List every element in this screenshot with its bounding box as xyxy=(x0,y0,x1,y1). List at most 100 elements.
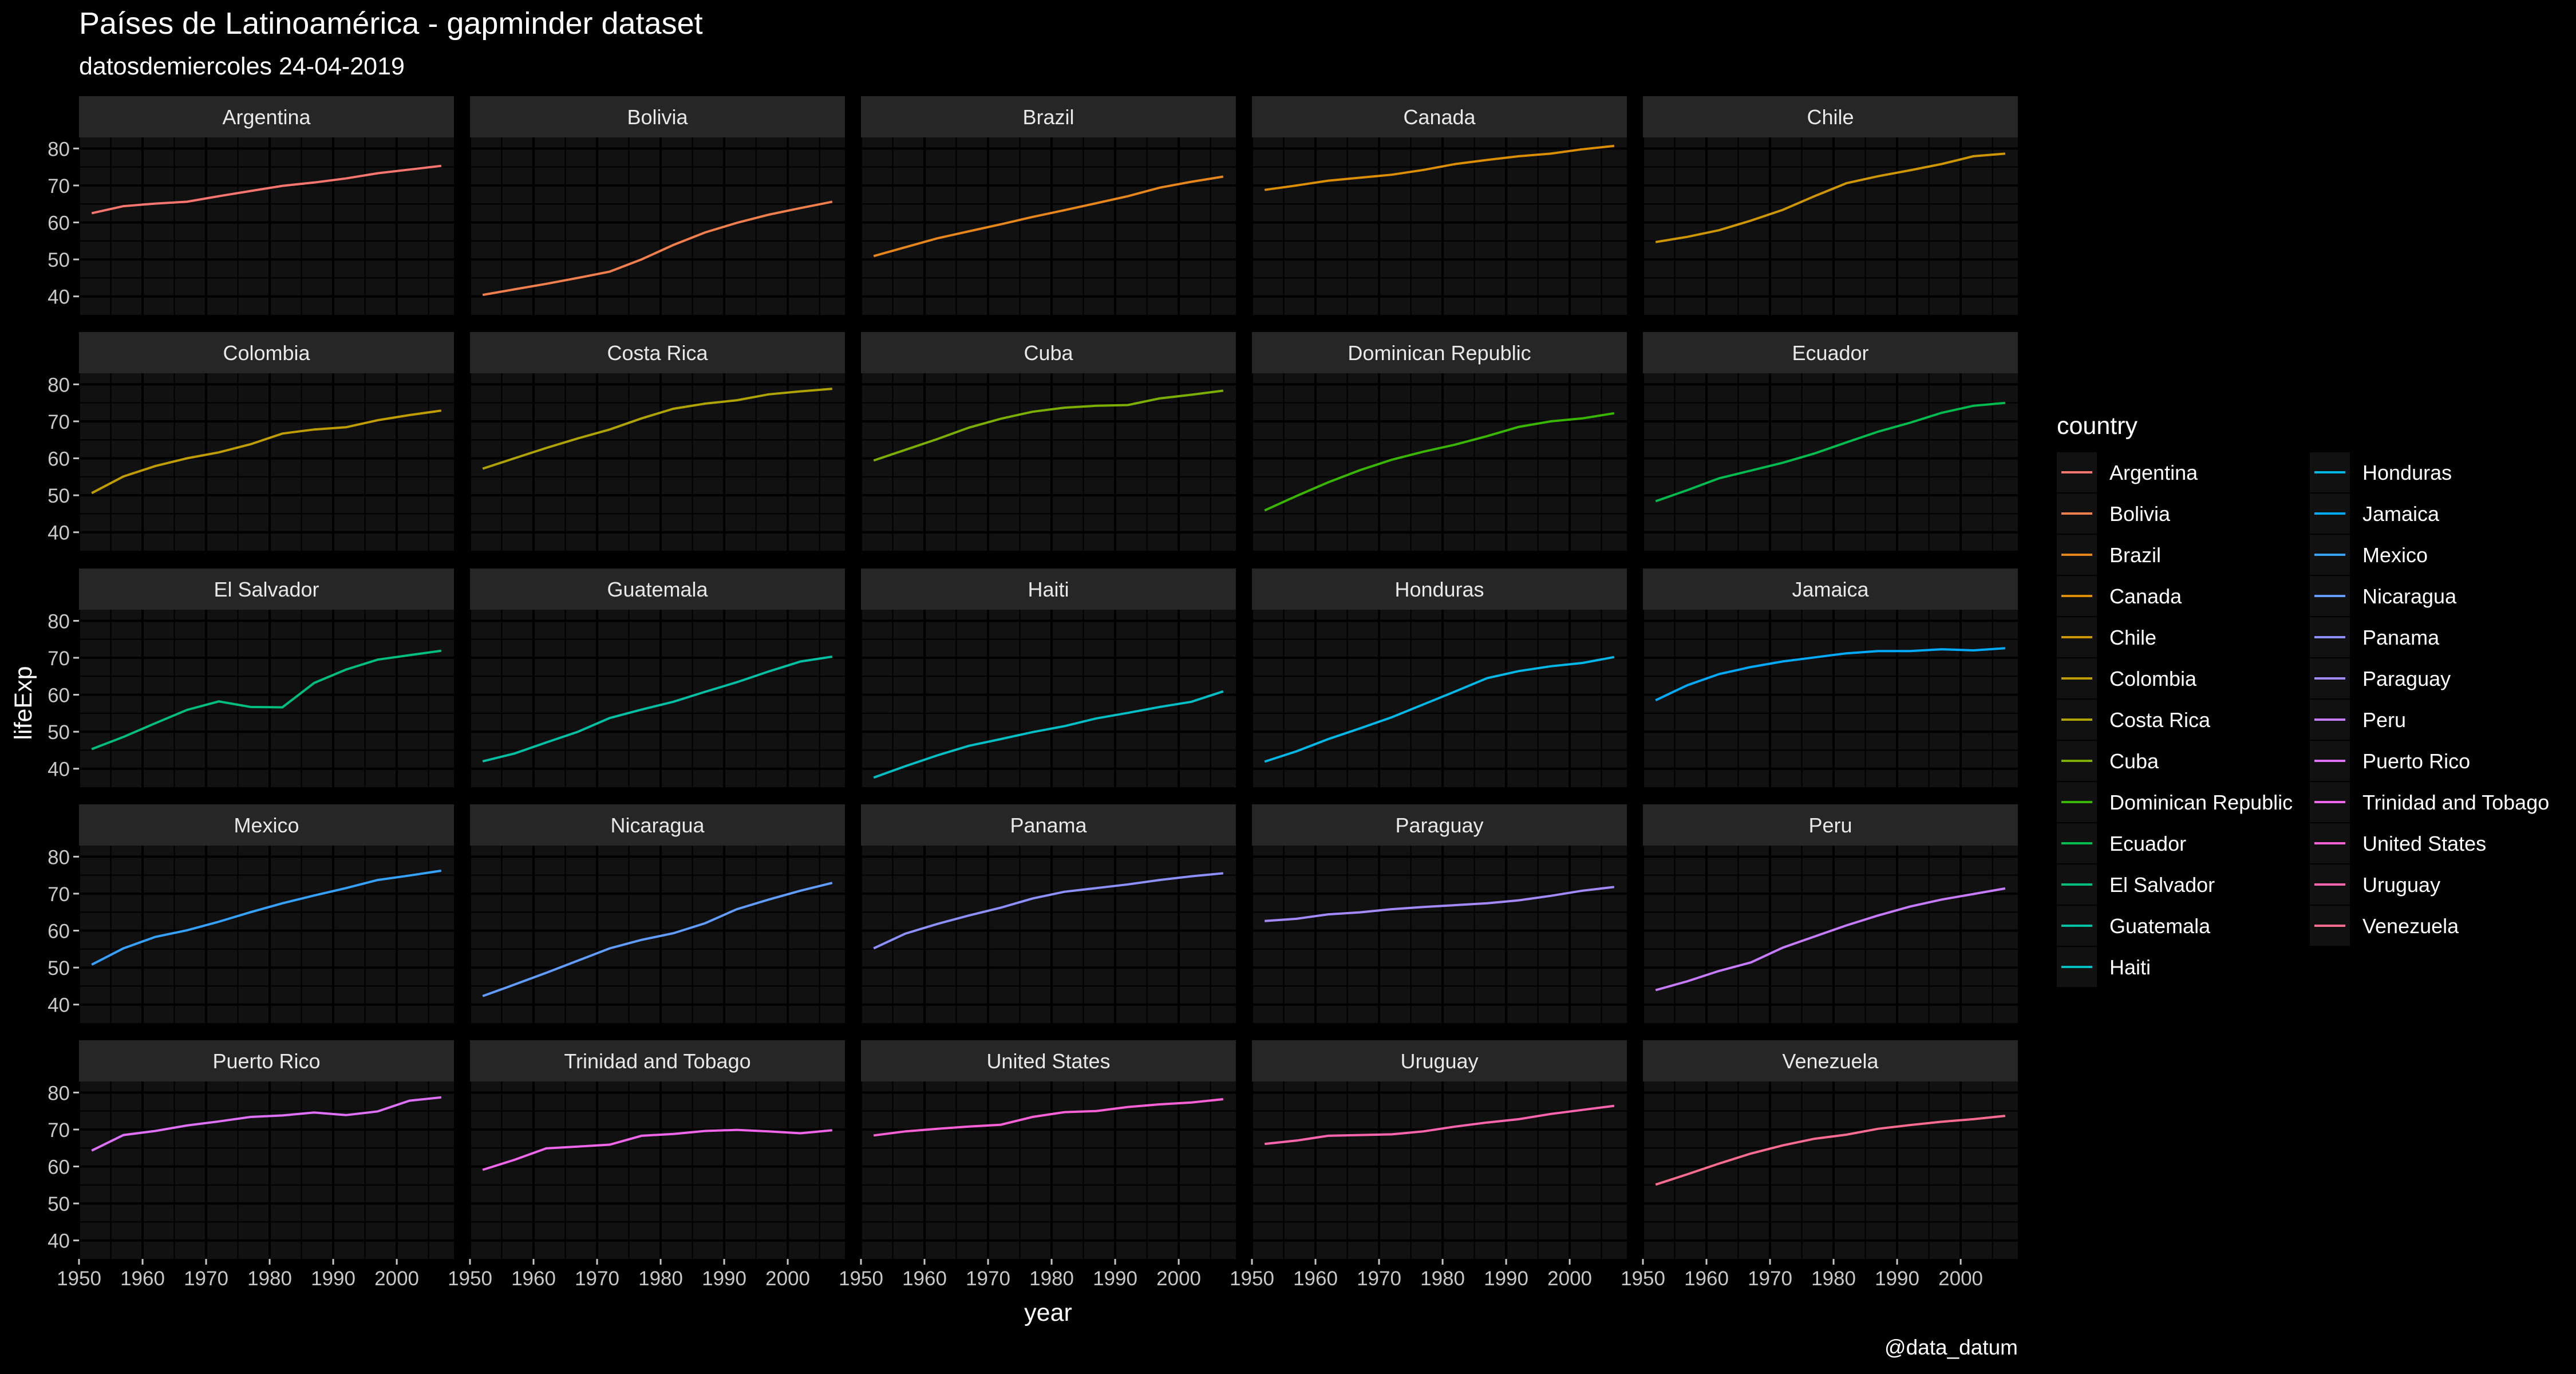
x-tick-label: 2000 xyxy=(374,1268,419,1290)
facet-panel-venezuela: Venezuela 1950 1960 1970 1980 1990 2000 xyxy=(1621,1040,2018,1290)
facet-strip xyxy=(470,332,845,373)
y-tick-label: 50 xyxy=(48,485,70,507)
x-tick-label: 1970 xyxy=(184,1268,228,1290)
series-line-canada xyxy=(1264,144,1615,191)
facet-strip xyxy=(470,96,845,137)
facet-panel-uruguay: Uruguay 1950 1960 1970 1980 1990 2000 xyxy=(1230,1040,1627,1290)
x-tick-label: 1980 xyxy=(1811,1268,1856,1290)
y-tick-label: 80 xyxy=(48,374,70,396)
x-tick-label: 1960 xyxy=(120,1268,165,1290)
x-tick-label: 1990 xyxy=(1875,1268,1919,1290)
series-line-united-states xyxy=(873,1098,1224,1137)
legend-label: Trinidad and Tobago xyxy=(2362,791,2549,814)
legend-item-el-salvador: El Salvador xyxy=(2057,864,2215,905)
x-tick-label: 1990 xyxy=(702,1268,746,1290)
x-tick-label: 2000 xyxy=(1547,1268,1592,1290)
legend-item-nicaragua: Nicaragua xyxy=(2310,576,2457,616)
legend-item-united-states: United States xyxy=(2310,823,2486,863)
y-tick-label: 80 xyxy=(48,1082,70,1104)
legend-item-brazil: Brazil xyxy=(2057,535,2161,575)
series-line-cuba xyxy=(873,389,1224,462)
legend-label: Jamaica xyxy=(2362,502,2440,526)
legend-label: Venezuela xyxy=(2362,914,2459,938)
series-line-colombia xyxy=(91,409,442,495)
facet-panel-colombia: Colombia 40 50 60 70 80 xyxy=(48,332,454,551)
series-line-el-salvador xyxy=(91,649,442,751)
legend-label: United States xyxy=(2362,832,2486,855)
series-line-nicaragua xyxy=(482,882,833,997)
facet-panel-dominican-republic: Dominican Republic xyxy=(1251,332,1627,551)
y-tick-label: 60 xyxy=(48,1156,70,1179)
y-tick-label: 50 xyxy=(48,249,70,271)
facet-strip-label: Trinidad and Tobago xyxy=(564,1049,750,1073)
facet-strip-label: Honduras xyxy=(1394,578,1484,601)
legend-item-panama: Panama xyxy=(2310,617,2440,657)
y-tick-label: 60 xyxy=(48,448,70,471)
x-tick-label: 1980 xyxy=(1029,1268,1074,1290)
series-line-trinidad-and-tobago xyxy=(482,1128,832,1171)
facet-strip-label: Paraguay xyxy=(1395,814,1483,837)
series-line-jamaica xyxy=(1655,647,2005,702)
legend-label: Colombia xyxy=(2109,667,2197,690)
facet-panel-jamaica: Jamaica xyxy=(1642,568,2018,787)
facet-strip-label: Canada xyxy=(1403,105,1476,129)
facet-strip xyxy=(1643,1040,2018,1081)
legend-label: Cuba xyxy=(2109,749,2159,773)
facet-panels: Argentina 40 50 60 70 80 Bolivia Brazil Canada Ch… xyxy=(48,96,2018,1290)
legend-label: Mexico xyxy=(2362,543,2428,567)
facet-strip xyxy=(79,96,454,137)
legend-label: Costa Rica xyxy=(2109,708,2211,732)
facet-strip-label: Peru xyxy=(1808,814,1852,837)
facet-panel-mexico: Mexico 40 50 60 70 80 xyxy=(48,804,454,1023)
facet-strip xyxy=(861,332,1236,373)
legend-item-peru: Peru xyxy=(2310,700,2406,740)
y-tick-label: 80 xyxy=(48,846,70,868)
series-line-peru xyxy=(1655,887,2006,992)
y-tick-label: 60 xyxy=(48,685,70,707)
facet-panel-panama: Panama xyxy=(860,804,1236,1023)
legend-item-costa-rica: Costa Rica xyxy=(2057,700,2211,740)
x-tick-label: 1980 xyxy=(638,1268,683,1290)
facet-panel-haiti: Haiti xyxy=(860,568,1236,787)
y-tick-label: 40 xyxy=(48,1230,70,1253)
facet-strip-label: Colombia xyxy=(223,341,310,365)
y-tick-label: 50 xyxy=(48,721,70,744)
legend-label: Guatemala xyxy=(2109,914,2211,938)
facet-strip xyxy=(861,1040,1236,1081)
x-tick-label: 1960 xyxy=(1293,1268,1338,1290)
series-line-argentina xyxy=(91,164,442,215)
legend-item-venezuela: Venezuela xyxy=(2310,906,2459,946)
facet-panel-guatemala: Guatemala xyxy=(469,568,845,787)
facet-strip-label: Panama xyxy=(1010,814,1087,837)
legend-item-chile: Chile xyxy=(2057,617,2156,657)
legend-label: Brazil xyxy=(2109,543,2161,567)
x-tick-label: 1960 xyxy=(1684,1268,1729,1290)
facet-panel-chile: Chile xyxy=(1642,96,2018,315)
legend-label: Bolivia xyxy=(2109,502,2171,526)
facet-panel-el-salvador: El Salvador 40 50 60 70 80 xyxy=(48,568,454,787)
y-tick-label: 50 xyxy=(48,957,70,980)
series-line-panama xyxy=(873,872,1223,950)
series-line-uruguay xyxy=(1264,1104,1615,1146)
legend-label: El Salvador xyxy=(2109,873,2215,897)
facet-panel-ecuador: Ecuador xyxy=(1642,332,2018,551)
facet-panel-paraguay: Paraguay xyxy=(1251,804,1627,1023)
x-tick-label: 1970 xyxy=(575,1268,619,1290)
facet-strip xyxy=(1252,804,1627,846)
facet-strip xyxy=(1643,804,2018,846)
legend-item-jamaica: Jamaica xyxy=(2310,493,2440,534)
facet-strip xyxy=(861,804,1236,846)
facet-panel-cuba: Cuba xyxy=(860,332,1236,551)
series-line-ecuador xyxy=(1655,401,2005,503)
facet-strip-label: Ecuador xyxy=(1792,341,1868,365)
y-tick-label: 40 xyxy=(48,759,70,781)
chart-title: Países de Latinoamérica - gapminder data… xyxy=(79,6,703,41)
facet-panel-brazil: Brazil xyxy=(860,96,1236,315)
series-line-guatemala xyxy=(482,656,833,763)
facet-strip xyxy=(861,96,1236,137)
y-tick-label: 40 xyxy=(48,522,70,544)
x-tick-label: 1970 xyxy=(966,1268,1010,1290)
series-line-chile xyxy=(1655,152,2005,243)
x-tick-label: 1970 xyxy=(1748,1268,1792,1290)
facet-strip xyxy=(79,568,454,610)
